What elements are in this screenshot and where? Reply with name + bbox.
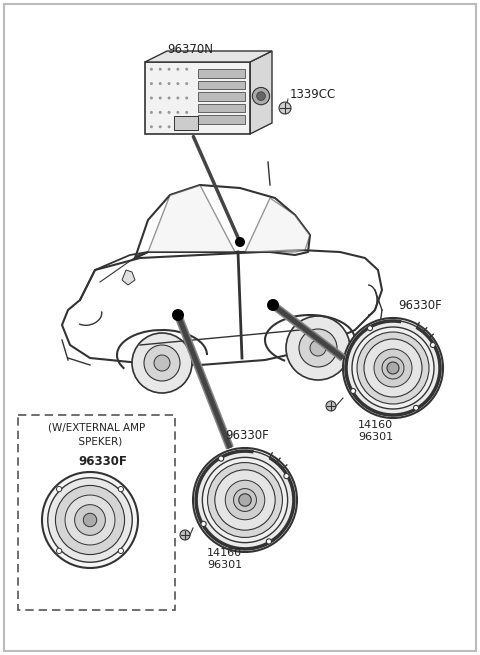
Circle shape [75, 504, 106, 535]
Polygon shape [250, 51, 272, 134]
Circle shape [168, 96, 170, 100]
Circle shape [284, 474, 289, 479]
Circle shape [266, 539, 272, 544]
Circle shape [42, 472, 138, 568]
Circle shape [57, 487, 62, 492]
Text: 96370N: 96370N [167, 43, 213, 56]
Circle shape [150, 125, 153, 128]
Circle shape [218, 456, 224, 461]
Circle shape [168, 67, 170, 71]
Polygon shape [145, 51, 272, 62]
Circle shape [185, 96, 188, 100]
Bar [197, 81, 245, 89]
FancyBboxPatch shape [18, 415, 175, 610]
Circle shape [180, 530, 190, 540]
Text: 1339CC: 1339CC [290, 88, 336, 102]
Circle shape [267, 299, 279, 311]
Circle shape [185, 125, 188, 128]
Polygon shape [245, 198, 310, 252]
Polygon shape [148, 185, 235, 252]
Circle shape [239, 494, 251, 506]
Circle shape [176, 111, 180, 114]
Circle shape [225, 480, 265, 520]
Circle shape [168, 111, 170, 114]
Circle shape [185, 82, 188, 85]
Circle shape [185, 67, 188, 71]
Bar [197, 103, 245, 113]
Circle shape [201, 521, 206, 527]
Circle shape [159, 111, 162, 114]
Circle shape [368, 326, 372, 331]
Circle shape [279, 102, 291, 114]
Circle shape [132, 333, 192, 393]
Circle shape [159, 82, 162, 85]
Circle shape [150, 67, 153, 71]
Circle shape [48, 477, 132, 562]
Bar [197, 115, 245, 124]
Circle shape [310, 340, 326, 356]
Circle shape [159, 125, 162, 128]
Circle shape [207, 462, 282, 538]
Circle shape [57, 548, 62, 553]
Circle shape [235, 237, 245, 247]
Bar [174, 116, 197, 130]
Circle shape [257, 92, 265, 100]
Circle shape [326, 401, 336, 411]
Text: (W/EXTERNAL AMP: (W/EXTERNAL AMP [48, 423, 145, 433]
Circle shape [252, 88, 270, 105]
Circle shape [203, 457, 288, 542]
Text: SPEKER): SPEKER) [72, 437, 122, 447]
Circle shape [176, 67, 180, 71]
Bar [145, 62, 250, 134]
Text: 96330F: 96330F [225, 429, 269, 442]
Circle shape [176, 96, 180, 100]
Circle shape [215, 470, 275, 530]
Bar [197, 69, 245, 78]
Circle shape [364, 339, 422, 397]
Circle shape [84, 514, 97, 527]
Circle shape [172, 309, 184, 321]
Circle shape [346, 320, 441, 415]
Bar [197, 92, 245, 101]
Circle shape [374, 349, 412, 387]
Circle shape [413, 405, 419, 410]
Circle shape [118, 548, 123, 553]
Text: 96330F: 96330F [398, 299, 442, 312]
Circle shape [168, 125, 170, 128]
Circle shape [193, 448, 297, 552]
Circle shape [352, 327, 434, 409]
Text: 14160
96301: 14160 96301 [207, 548, 242, 571]
Circle shape [159, 96, 162, 100]
Circle shape [118, 487, 123, 492]
Circle shape [234, 489, 256, 512]
Polygon shape [122, 270, 135, 285]
Circle shape [357, 332, 429, 404]
Circle shape [150, 111, 153, 114]
Circle shape [154, 355, 170, 371]
Text: 14160
96301: 14160 96301 [358, 420, 393, 442]
Circle shape [196, 451, 294, 550]
Circle shape [343, 318, 443, 418]
Circle shape [387, 362, 399, 374]
Circle shape [65, 495, 115, 545]
Circle shape [159, 67, 162, 71]
Circle shape [144, 345, 180, 381]
Circle shape [185, 111, 188, 114]
Circle shape [286, 316, 350, 380]
Circle shape [176, 82, 180, 85]
Circle shape [351, 388, 356, 394]
Circle shape [431, 343, 435, 348]
Circle shape [150, 96, 153, 100]
Circle shape [168, 82, 170, 85]
Circle shape [176, 125, 180, 128]
Circle shape [150, 82, 153, 85]
Circle shape [382, 357, 404, 379]
Circle shape [299, 329, 337, 367]
Text: 96330F: 96330F [78, 455, 127, 468]
Circle shape [55, 485, 125, 555]
